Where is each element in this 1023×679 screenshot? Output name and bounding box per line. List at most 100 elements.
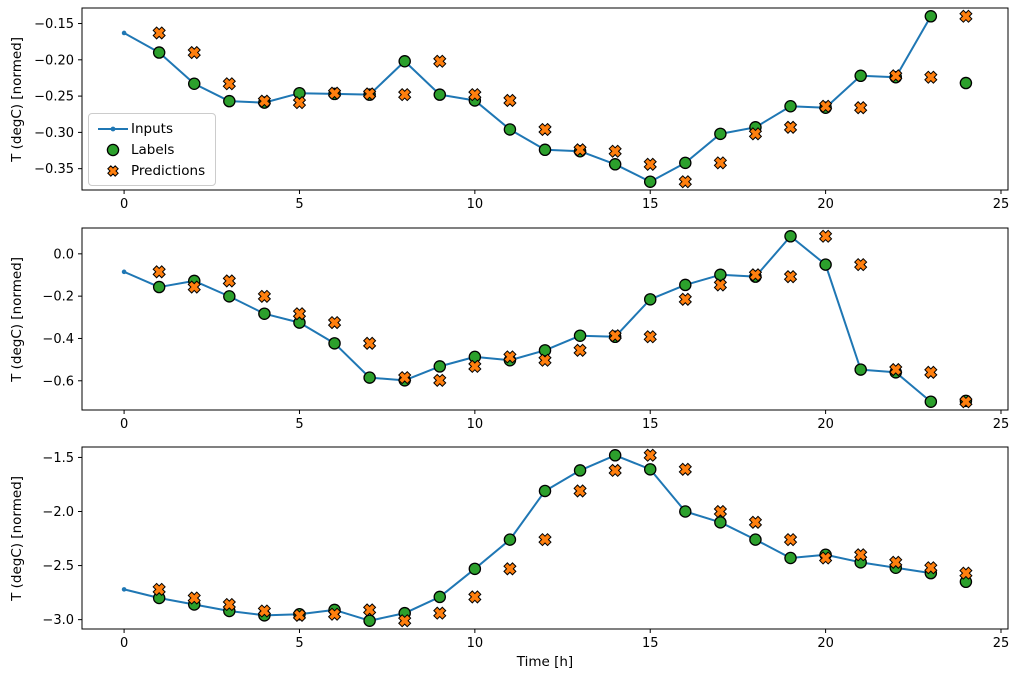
label-marker: [643, 293, 657, 306]
label-marker: [468, 350, 482, 364]
prediction-marker: [468, 87, 482, 102]
prediction-marker: [503, 93, 517, 108]
predictions-marker-swatch: [95, 163, 131, 179]
label-marker: [328, 337, 341, 350]
plot-border: [81, 227, 1009, 411]
prediction-marker: [854, 257, 868, 272]
label-marker: [749, 533, 762, 546]
label-marker: [924, 10, 938, 23]
prediction-marker: [678, 175, 692, 189]
label-marker: [573, 464, 587, 477]
prediction-marker: [152, 26, 166, 40]
x-axis-label: Time [h]: [516, 654, 574, 670]
x-tick-label: 0: [120, 636, 128, 651]
prediction-marker: [503, 350, 517, 364]
prediction-marker: [292, 307, 307, 321]
label-marker: [223, 94, 236, 108]
prediction-marker: [678, 462, 692, 476]
prediction-marker: [889, 362, 903, 377]
label-marker: [679, 156, 692, 170]
label-marker: [819, 258, 832, 271]
legend-label: Inputs: [131, 120, 173, 137]
x-tick-label: 5: [295, 197, 303, 212]
y-tick-label: −0.20: [34, 53, 74, 68]
prediction-marker: [573, 143, 587, 157]
label-marker: [538, 344, 552, 357]
prediction-marker: [573, 343, 587, 357]
prediction-marker: [959, 9, 973, 23]
prediction-marker: [187, 591, 201, 605]
label-marker: [924, 395, 938, 408]
prediction-marker: [573, 484, 587, 498]
prediction-marker: [152, 265, 166, 279]
label-marker: [643, 463, 657, 476]
prediction-marker: [713, 278, 728, 292]
x-tick-label: 15: [642, 197, 659, 212]
x-tick-label: 15: [642, 417, 659, 432]
legend-item-labels: Labels: [95, 139, 209, 160]
x-tick-label: 5: [295, 417, 303, 432]
x-tick-label: 20: [817, 636, 834, 651]
y-tick-label: −0.30: [34, 126, 74, 141]
prediction-marker: [327, 315, 342, 330]
input-point-dot: [121, 30, 127, 36]
label-marker: [363, 614, 376, 627]
label-marker: [152, 280, 166, 294]
prediction-marker: [643, 448, 657, 462]
prediction-marker: [538, 122, 552, 137]
y-tick-label: −0.15: [34, 17, 74, 32]
y-axis-label-top: T (degC) [normed]: [6, 8, 28, 190]
label-marker: [854, 69, 867, 83]
x-tick-label: 20: [817, 197, 834, 212]
y-axis-label-text: T (degC) [normed]: [9, 256, 25, 382]
prediction-marker: [713, 504, 728, 519]
prediction-marker: [889, 555, 903, 569]
y-tick-label: 0.0: [53, 247, 74, 262]
prediction-marker: [398, 614, 412, 628]
input-point-dot: [121, 269, 127, 275]
prediction-marker: [959, 566, 973, 580]
label-marker: [679, 505, 692, 518]
prediction-marker: [608, 463, 622, 478]
label-marker: [573, 329, 587, 342]
y-tick-label: −1.5: [42, 451, 74, 466]
legend-label: Labels: [131, 141, 175, 158]
y-axis-label-bottom: T (degC) [normed]: [6, 447, 28, 629]
prediction-marker: [748, 127, 763, 141]
label-marker: [608, 158, 622, 171]
y-tick-label: −0.35: [34, 162, 74, 177]
x-tick-label: 10: [467, 417, 484, 432]
prediction-marker: [433, 606, 447, 620]
prediction-marker: [854, 101, 868, 115]
prediction-marker: [257, 94, 272, 108]
label-marker: [538, 484, 552, 498]
prediction-marker: [257, 604, 272, 618]
prediction-marker: [783, 270, 798, 284]
label-marker: [503, 533, 517, 546]
prediction-marker: [678, 292, 692, 306]
legend-item-predictions: Predictions: [95, 160, 209, 181]
x-tick-label: 25: [993, 636, 1010, 651]
prediction-marker: [362, 336, 377, 350]
inputs-line: [123, 15, 932, 183]
prediction-marker: [608, 329, 622, 343]
prediction-marker: [643, 330, 657, 344]
y-tick-label: −0.25: [34, 90, 74, 105]
y-tick-label: −0.6: [42, 374, 74, 389]
prediction-marker: [889, 69, 903, 83]
legend-item-inputs: Inputs: [95, 118, 209, 139]
prediction-marker: [152, 582, 166, 597]
x-tick-label: 10: [467, 197, 484, 212]
label-marker: [784, 100, 797, 113]
label-marker: [433, 590, 447, 604]
prediction-marker: [398, 87, 412, 102]
prediction-marker: [398, 370, 412, 385]
prediction-marker: [818, 99, 833, 113]
label-marker: [258, 307, 271, 320]
label-marker: [854, 363, 867, 376]
label-marker: [223, 290, 236, 303]
prediction-marker: [818, 229, 833, 243]
label-marker: [468, 562, 482, 576]
prediction-marker: [854, 548, 868, 562]
